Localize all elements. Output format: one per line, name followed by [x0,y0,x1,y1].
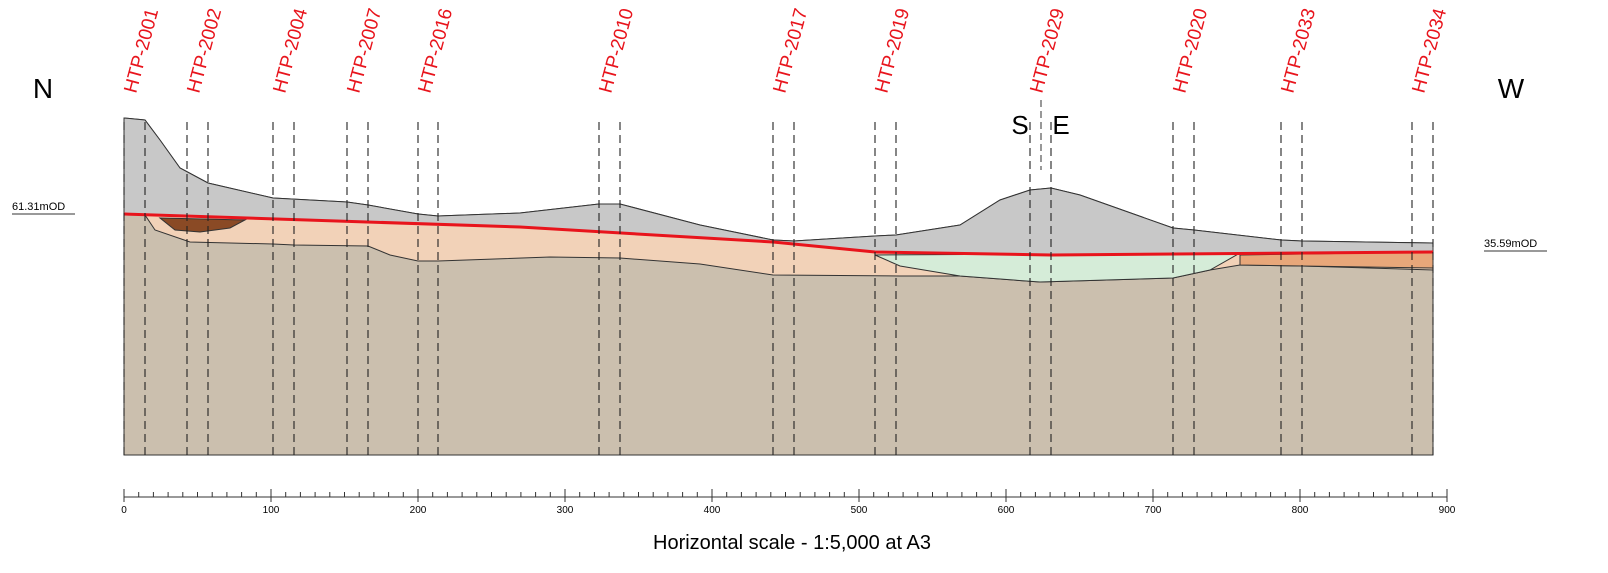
scale-tick-label: 500 [851,505,868,516]
borehole-label: HTP-2010 [596,6,639,95]
scale-tick-label: 800 [1292,505,1309,516]
borehole-label: HTP-2007 [344,6,387,95]
scale-tick-label: 900 [1439,505,1456,516]
page: N W S E 61.31mOD 35.59mOD Horizontal sca… [0,0,1608,573]
break-right: E [1052,110,1069,140]
compass-right: W [1498,73,1525,104]
compass-left: N [33,73,53,104]
borehole-label: HTP-2034 [1409,6,1452,95]
borehole-label: HTP-2019 [872,6,915,95]
borehole-label: HTP-2016 [415,6,458,95]
bedrock-layer [124,118,1433,455]
borehole-label: HTP-2020 [1170,6,1213,95]
break-left: S [1011,110,1028,140]
borehole-label: HTP-2004 [270,6,313,95]
borehole-label: HTP-2017 [770,6,813,95]
borehole-label: HTP-2001 [121,6,164,95]
scale-tick-label: 700 [1145,505,1162,516]
scale-tick-label: 0 [121,505,127,516]
cross-section: N W S E 61.31mOD 35.59mOD Horizontal sca… [0,0,1608,573]
scale-tick-label: 200 [410,505,427,516]
borehole-label: HTP-2033 [1278,6,1321,95]
scale-caption: Horizontal scale - 1:5,000 at A3 [653,532,931,554]
scale-tick-label: 600 [998,505,1015,516]
borehole-label: HTP-2029 [1027,6,1070,95]
scale-tick-label: 400 [704,505,721,516]
scale-tick-label: 100 [263,505,280,516]
level-right: 35.59mOD [1484,238,1537,250]
level-left: 61.31mOD [12,201,65,213]
scale-tick-label: 300 [557,505,574,516]
strata [124,100,1433,455]
borehole-label: HTP-2002 [184,6,227,95]
